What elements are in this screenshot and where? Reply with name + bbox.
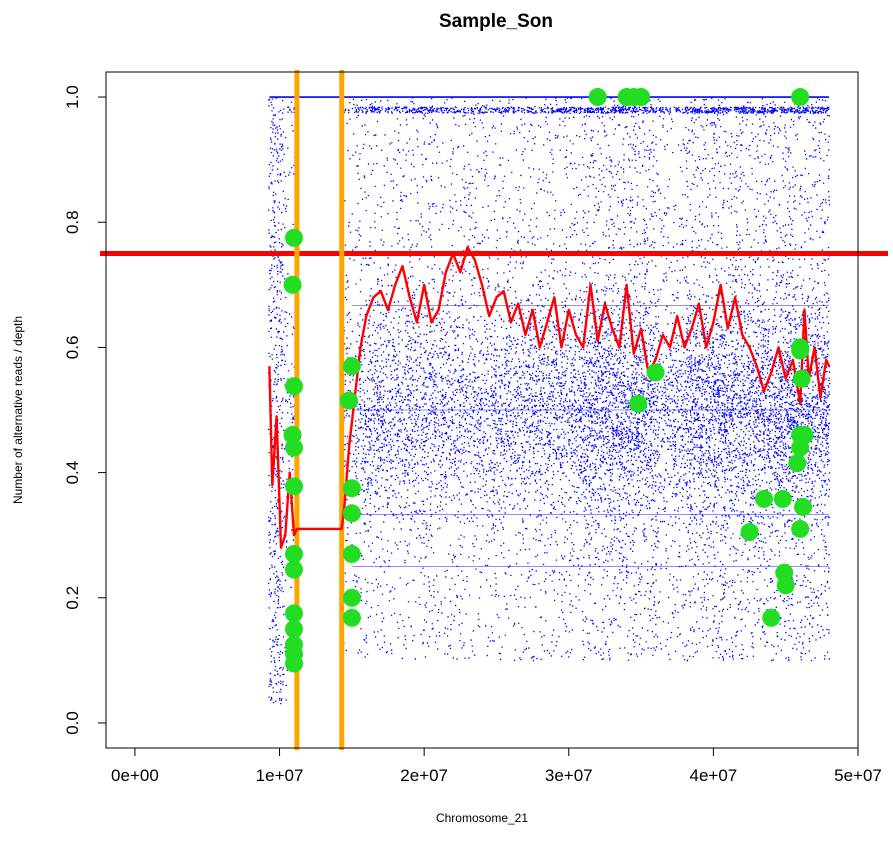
x-tick-label: 4e+07	[690, 766, 738, 785]
highlight-point	[792, 369, 811, 388]
x-tick-label: 0e+00	[111, 766, 159, 785]
x-tick-label: 1e+07	[256, 766, 304, 785]
highlight-point	[342, 544, 361, 563]
highlight-point	[342, 608, 361, 627]
y-tick-label: 0.4	[63, 461, 82, 485]
highlight-point	[285, 654, 303, 673]
highlight-point	[646, 363, 665, 382]
highlight-point	[791, 88, 810, 107]
highlight-point	[794, 498, 813, 517]
highlight-point	[285, 544, 303, 563]
y-axis-label: Number of alternative reads / depth	[11, 316, 25, 504]
x-axis: 0e+00 1e+07 2e+07 3e+07 4e+07 5e+07	[111, 747, 882, 785]
highlight-point	[285, 604, 303, 623]
y-tick-label: 0.0	[63, 711, 82, 735]
highlight-point	[776, 576, 795, 595]
highlight-point	[588, 88, 607, 107]
highlight-points-layer	[283, 88, 814, 673]
y-tick-label: 0.2	[63, 586, 82, 610]
highlight-point	[342, 588, 361, 607]
highlight-point	[285, 377, 303, 396]
highlight-point	[342, 357, 361, 376]
highlight-point	[755, 489, 773, 508]
x-tick-label: 3e+07	[545, 766, 593, 785]
highlight-point	[632, 88, 651, 107]
highlight-point	[762, 608, 781, 627]
x-tick-label: 5e+07	[834, 766, 882, 785]
highlight-point	[629, 394, 648, 413]
highlight-point	[740, 523, 759, 542]
highlight-point	[791, 519, 810, 538]
highlight-point	[285, 477, 303, 496]
highlight-point	[339, 391, 358, 410]
y-tick-label: 0.8	[63, 210, 82, 234]
x-tick-label: 2e+07	[400, 766, 448, 785]
chart-title: Sample_Son	[439, 11, 553, 32]
highlight-point	[285, 228, 303, 247]
x-axis-label: Chromosome_21	[436, 811, 528, 825]
y-axis: 0.0 0.2 0.4 0.6 0.8 1.0	[63, 85, 107, 735]
highlight-point	[795, 426, 814, 445]
y-tick-label: 0.6	[63, 336, 82, 360]
highlight-point	[788, 454, 807, 473]
highlight-point	[342, 479, 361, 498]
region-lines-layer	[294, 70, 345, 750]
highlight-point	[342, 504, 361, 523]
highlight-point	[773, 489, 792, 508]
highlight-point	[285, 560, 303, 579]
y-tick-label: 1.0	[63, 85, 82, 109]
highlight-point	[283, 275, 302, 294]
highlight-point	[285, 620, 303, 639]
highlight-point	[791, 338, 810, 357]
highlight-point	[285, 438, 303, 457]
